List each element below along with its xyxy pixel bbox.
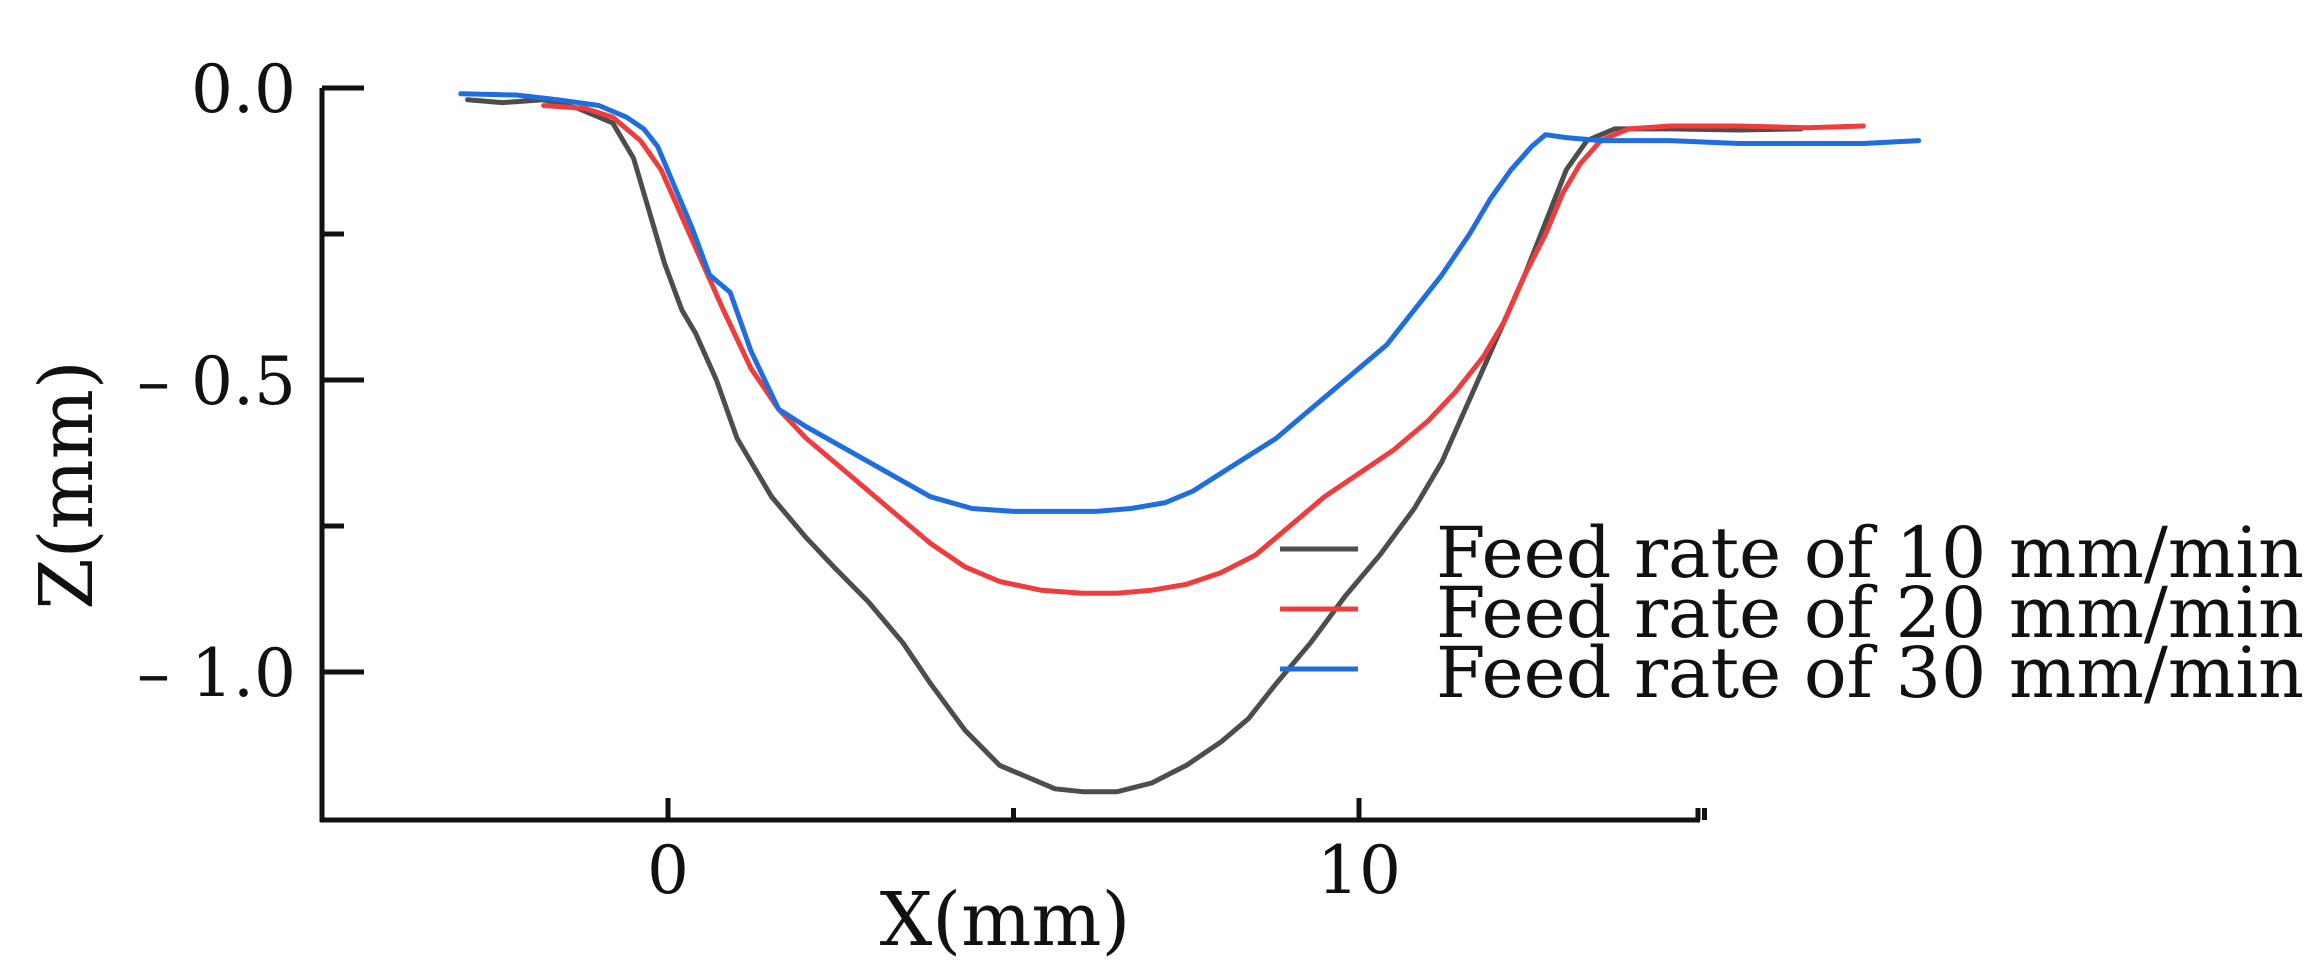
legend-label-3: Feed rate of 30 mm/min: [1436, 632, 2304, 714]
y-tick-label: 0.0: [191, 51, 296, 128]
axes: [319, 88, 1700, 823]
x-tick-label: 0: [647, 832, 689, 909]
legend-label-2: Feed rate of 20 mm/min: [1436, 572, 2304, 654]
y-tick-label: – 0.5: [137, 343, 296, 420]
series-layer: [458, 91, 1922, 795]
x-axis-title: X(mm): [880, 877, 1131, 963]
y-axis-title: Z(mm): [24, 360, 110, 610]
ticks: 0.0 – 0.5 – 1.0 0 10: [137, 51, 1707, 909]
plot-area: [458, 91, 1922, 795]
x-tick-label: 10: [1317, 832, 1401, 909]
legend-label-1: Feed rate of 10 mm/min: [1436, 512, 2304, 594]
series-line-2: [541, 103, 1866, 596]
series-line-3: [458, 91, 1922, 514]
y-tick-label: – 1.0: [137, 635, 296, 712]
